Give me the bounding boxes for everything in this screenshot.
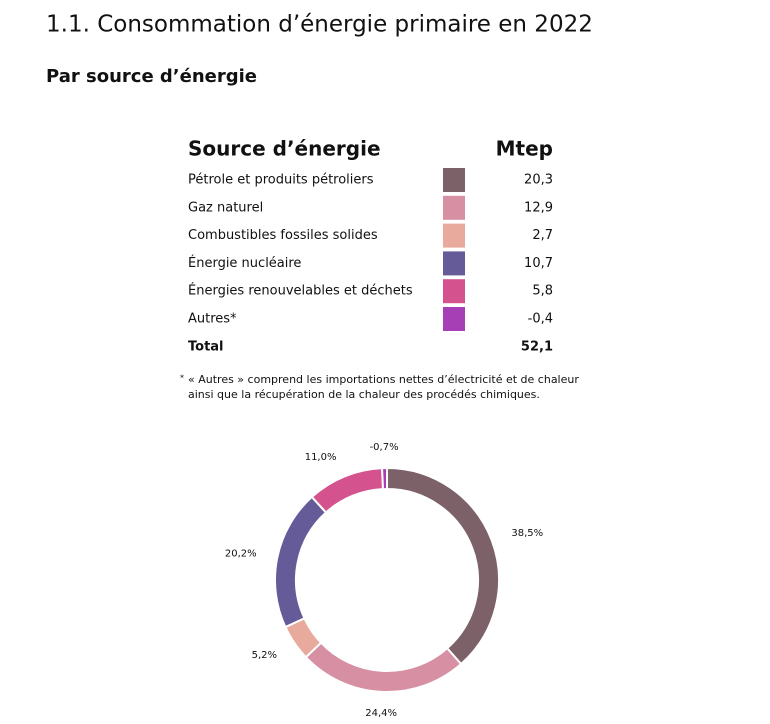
slice-label: 38,5% [511,528,543,539]
row-value: 5,8 [532,284,553,299]
slice-label: -0,7% [370,442,399,453]
footnote: « Autres » comprend les importations net… [188,373,579,386]
color-swatch [443,223,465,248]
donut-slice [274,495,328,629]
row-value: 20,3 [524,173,553,188]
slice-label: 5,2% [252,650,277,661]
footnote: ainsi que la récupération de la chaleur … [188,388,540,401]
row-value: 2,7 [532,228,553,243]
color-swatch [443,307,465,331]
color-swatch [443,251,465,276]
subtitle: Par source d’énergie [46,66,257,87]
footnote-marker: * [180,374,184,383]
color-swatch [443,168,465,192]
row-value: 10,7 [524,256,553,271]
total-value: 52,1 [521,340,553,355]
row-label: Pétrole et produits pétroliers [188,173,374,188]
column-header: Source d’énergie [188,137,381,161]
slice-label: 11,0% [305,452,337,463]
row-value: -0,4 [528,312,553,327]
color-swatch [443,279,465,304]
row-label: Énergie nucléaire [188,255,301,271]
donut-slice [304,641,463,693]
donut-slice [310,467,385,514]
slice-label: 24,4% [365,708,397,719]
row-label: Combustibles fossiles solides [188,228,378,243]
column-header: Mtep [496,137,553,161]
total-label: Total [188,340,224,355]
row-label: Autres* [188,312,237,327]
row-label: Énergies renouvelables et déchets [188,283,413,299]
slice-label: 20,2% [225,548,257,559]
color-swatch [443,195,465,220]
donut-slice [381,466,388,491]
row-label: Gaz naturel [188,200,263,215]
donut-slice [386,466,500,666]
title: 1.1. Consommation d’énergie primaire en … [46,12,593,38]
row-value: 12,9 [524,200,553,215]
